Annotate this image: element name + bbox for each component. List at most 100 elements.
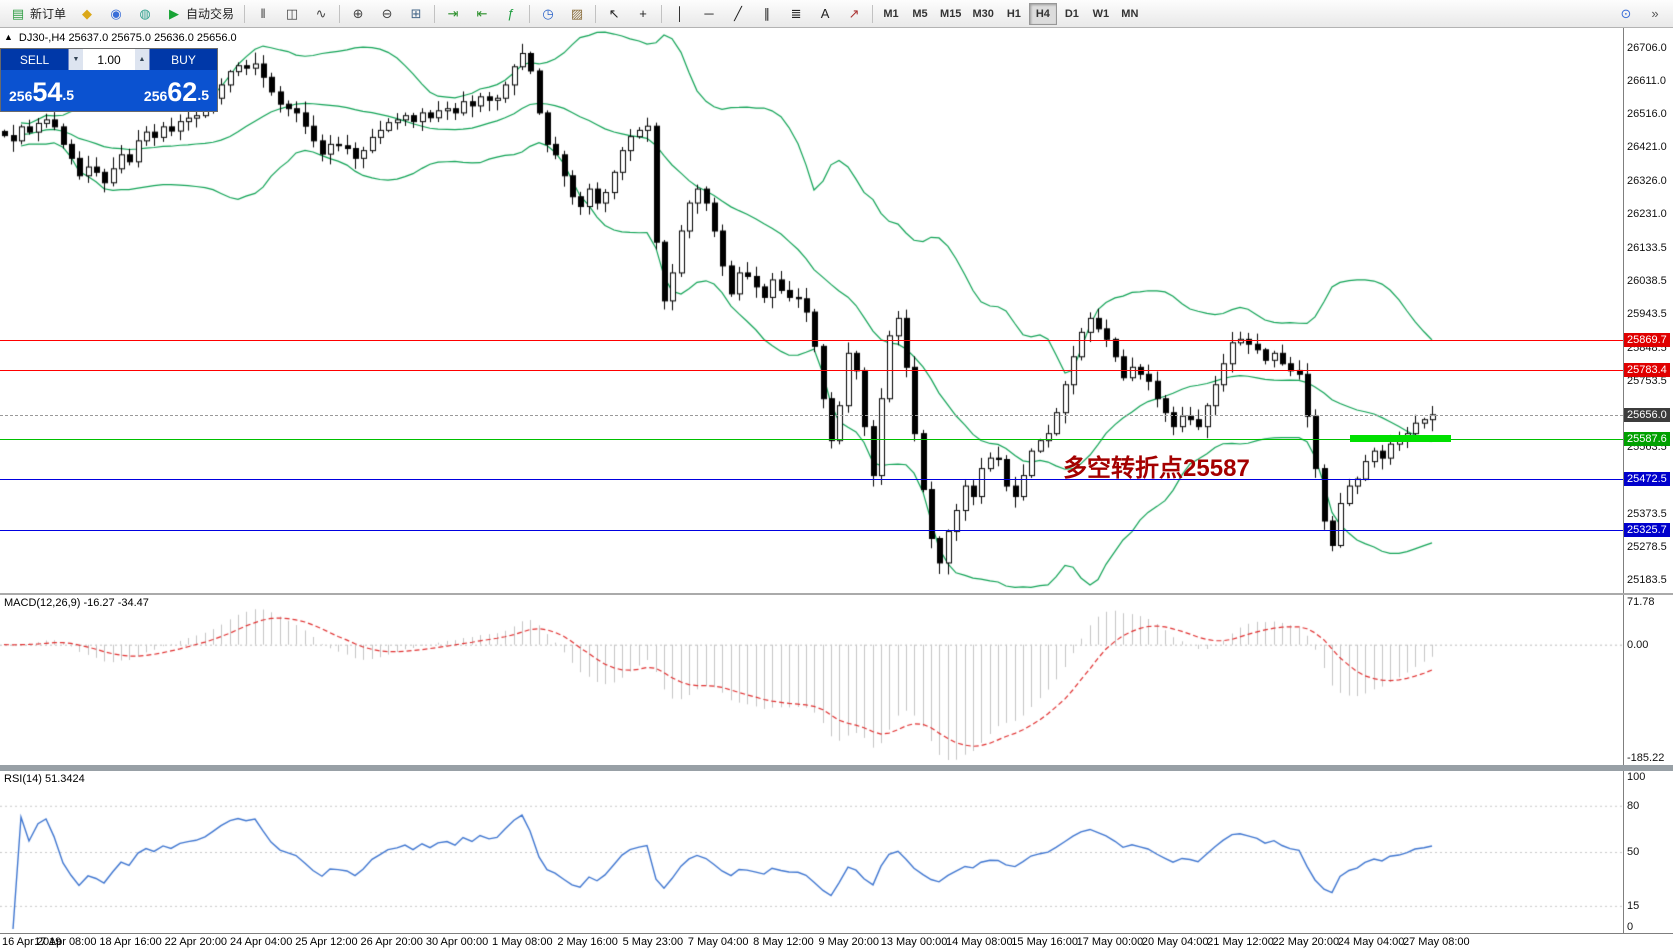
resistance-line-2[interactable] [0,370,1623,372]
toolbar-separator [872,4,874,23]
support-highlight-segment[interactable] [1350,435,1451,443]
chart-area[interactable]: ▲ DJ30-,H4 25637.0 25675.0 25636.0 25656… [0,28,1623,593]
terminal-button[interactable]: ◍ [131,2,159,26]
timeframe-w1-button[interactable]: W1 [1087,3,1115,25]
tile-windows-button[interactable]: ⊞ [402,2,430,26]
time-axis-label: 21 May 12:00 [1207,936,1274,948]
timeframe-mn-button[interactable]: MN [1116,3,1144,25]
time-axis-label: 15 May 16:00 [1011,936,1078,948]
templates-button[interactable]: ▨ [563,2,591,26]
candlestick-chart-button[interactable]: ◫ [278,2,306,26]
chart-symbol-ohlc-label: ▲ DJ30-,H4 25637.0 25675.0 25636.0 25656… [4,32,237,44]
trade-panel-controls: SELL ▼ ▲ BUY [1,49,217,70]
time-axis-label: 5 May 23:00 [622,936,684,948]
macd-panel[interactable]: MACD(12,26,9) -16.27 -34.47 [0,595,1623,765]
chart-annotation-text: 多空转折点25587 [1063,455,1250,483]
vertical-line-button[interactable]: │ [666,2,694,26]
autotrade-icon: ▶ [169,5,180,21]
support-line-1[interactable] [0,478,1623,480]
sell-price[interactable]: 256 54.5 [9,79,74,106]
cursor-button[interactable]: ↖ [600,2,628,26]
time-axis[interactable]: 16 Apr 2019 17 Apr 08:00 18 Apr 16:00 22 Ap… [0,933,1673,952]
rsi-axis[interactable]: 100 80 50 15 0 [1623,771,1673,933]
macd-axis-label: 0.00 [1627,638,1649,651]
line-chart-button[interactable]: ∿ [307,2,335,26]
time-axis-label: 1 May 08:00 [492,936,553,948]
indicators-button[interactable]: ƒ [497,2,525,26]
market-watch-button[interactable]: ◆ [73,2,101,26]
current-price-line[interactable] [0,414,1623,416]
market-watch-icon: ◆ [82,5,93,21]
zoom-out-button[interactable]: ⊖ [373,2,401,26]
resistance-line-1[interactable] [0,340,1623,342]
resistance-line-1-price-tag: 25869.7 [1624,333,1670,348]
price-axis-label: 26611.0 [1627,75,1666,88]
timeframe-m1-button[interactable]: M1 [877,3,905,25]
pivot-line[interactable] [0,438,1623,440]
candlestick-chart-canvas[interactable] [0,28,1623,593]
current-price-line-price-tag: 25656.0 [1624,407,1670,422]
text-button[interactable]: A [811,2,839,26]
buy-button[interactable]: BUY [149,49,217,70]
trade-panel-toggle-icon[interactable]: ▲ [4,32,13,42]
support-line-1-price-tag: 25472.5 [1624,471,1670,486]
fibonacci-button[interactable]: ≣ [782,2,810,26]
buy-price[interactable]: 256 62.5 [144,79,209,106]
timeframe-h1-button[interactable]: H1 [1000,3,1028,25]
arrows-button[interactable]: ↗ [840,2,868,26]
toolbar-separator [595,4,597,23]
time-axis-label: 8 May 12:00 [753,936,814,948]
time-axis-label: 17 May 00:00 [1076,936,1144,948]
timeframe-d1-button[interactable]: D1 [1058,3,1086,25]
trendline-button[interactable]: ╱ [724,2,752,26]
price-axis[interactable]: 26706.0 26611.0 26516.0 26421.0 26326.0 26231… [1623,28,1673,593]
equidistant-channel-button[interactable]: ∥ [753,2,781,26]
macd-axis[interactable]: 71.78 0.00 -185.22 [1623,595,1673,765]
toolbar-overflow-button[interactable]: » [1641,2,1669,26]
new-order-icon: ▤ [11,5,25,21]
bar-chart-button[interactable]: ‖ [249,2,277,26]
volume-input[interactable] [83,49,135,70]
price-axis-label: 26421.0 [1627,141,1667,154]
periods-button[interactable]: ◷ [534,2,562,26]
tile-windows-icon: ⊞ [410,5,422,21]
main-chart-row: ▲ DJ30-,H4 25637.0 25675.0 25636.0 25656… [0,28,1673,593]
rsi-chart-canvas [0,771,1623,933]
timeframe-h4-button[interactable]: H4 [1028,2,1057,25]
pivot-line-price-tag: 25587.6 [1624,431,1670,446]
panel-separator[interactable] [0,593,1673,595]
horizontal-line-button[interactable]: ─ [695,2,723,26]
buy-price-prefix: 256 [143,88,168,104]
chart-shift-button[interactable]: ⇤ [468,2,496,26]
navigator-button[interactable]: ◉ [102,2,130,26]
volume-increase-button[interactable]: ▲ [135,49,149,70]
equidistant-channel-icon: ∥ [763,5,771,21]
trendline-icon: ╱ [734,5,742,21]
zoom-in-button[interactable]: ⊕ [344,2,372,26]
timeframe-m15-button[interactable]: M15 [935,3,966,25]
support-line-2-price-tag: 25325.7 [1624,523,1670,538]
trade-panel-prices: 256 54.5 256 62.5 [1,70,217,111]
panel-separator-draggable[interactable] [0,765,1673,771]
search-button[interactable]: ⊙ [1612,2,1640,26]
price-axis-label: 25753.5 [1627,374,1667,387]
macd-panel-row: MACD(12,26,9) -16.27 -34.47 71.78 0.00 -18… [0,595,1673,765]
timeframe-m30-button[interactable]: M30 [967,3,998,25]
crosshair-icon: + [639,5,647,21]
support-line-2[interactable] [0,530,1623,532]
navigator-icon: ◉ [110,5,122,21]
volume-decrease-button[interactable]: ▼ [69,49,83,70]
new-order-button[interactable]: ▤ 新订单 [4,2,72,26]
macd-chart-canvas [0,595,1623,765]
rsi-panel[interactable]: RSI(14) 51.3424 [0,771,1623,933]
line-chart-icon: ∿ [315,5,327,21]
rsi-axis-label: 15 [1627,899,1640,912]
timeframe-m5-button[interactable]: M5 [906,3,934,25]
sell-button[interactable]: SELL [1,49,69,70]
crosshair-button[interactable]: + [629,2,657,26]
price-axis-label: 26706.0 [1627,41,1667,54]
autotrade-label: 自动交易 [186,7,235,21]
terminal-icon: ◍ [139,5,151,21]
autotrade-button[interactable]: ▶ 自动交易 [160,2,240,26]
auto-scroll-button[interactable]: ⇥ [439,2,467,26]
